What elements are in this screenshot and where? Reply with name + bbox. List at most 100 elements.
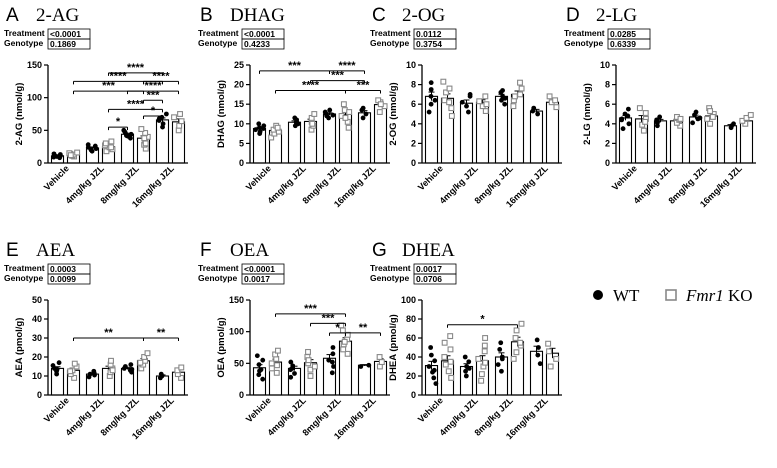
ko-point — [481, 348, 488, 355]
ko-point — [275, 347, 281, 354]
ko-point — [378, 359, 385, 366]
panel-letter: D — [566, 5, 580, 26]
ko-point — [518, 320, 525, 327]
y-tick-label: 10 — [406, 60, 416, 70]
ko-point — [346, 109, 353, 115]
stat-value: 0.6339 — [610, 39, 636, 49]
wt-bar — [357, 112, 372, 164]
wt-point — [254, 353, 260, 359]
wt-point — [619, 117, 625, 123]
panel-title: AEA — [36, 240, 75, 261]
panel-letter: C — [372, 5, 386, 26]
stat-value-box — [413, 38, 457, 50]
wt-bar — [287, 121, 302, 164]
wt-point — [85, 142, 91, 148]
ko-point — [546, 348, 552, 355]
ko-point — [377, 101, 384, 108]
stat-value: 0.1869 — [50, 39, 76, 49]
significance-label: *** — [331, 70, 345, 82]
ko-point — [447, 333, 454, 340]
significance-label: * — [151, 105, 156, 117]
y-tick-label: 4 — [411, 119, 416, 129]
wt-point — [467, 92, 473, 97]
stat-value-box — [241, 38, 285, 50]
panel-title: 2-LG — [596, 5, 637, 26]
wt-point — [431, 367, 437, 373]
wt-point — [428, 93, 434, 99]
wt-point — [288, 374, 294, 380]
ko-point — [137, 359, 144, 366]
ko-point — [109, 367, 116, 374]
panel-aea: E AEA Treatment 0.0003 Genotype 0.0099 0 10 20 30… — [4, 240, 188, 441]
stat-value: 0.0285 — [610, 29, 636, 39]
y-tick-label: 40 — [406, 352, 416, 362]
ko-point — [376, 354, 383, 360]
significance-label: * — [116, 116, 121, 128]
wt-point — [54, 366, 60, 372]
stat-label: Genotype — [370, 273, 409, 283]
wt-point — [330, 345, 336, 350]
wt-point — [731, 121, 736, 127]
wt-point — [535, 111, 541, 117]
ko-point — [103, 148, 110, 155]
ko-point — [67, 152, 74, 159]
wt-point — [330, 112, 336, 118]
y-tick-label: 15 — [234, 99, 244, 109]
ko-point — [512, 335, 519, 341]
wt-point — [50, 363, 56, 368]
wt-point — [163, 111, 169, 117]
wt-point — [465, 109, 471, 115]
wt-bar — [322, 113, 337, 164]
y-tick-label: 25 — [234, 60, 244, 70]
ko-point — [108, 144, 115, 151]
panel-letter: B — [200, 5, 213, 26]
wt-point — [360, 105, 366, 111]
ko-point — [448, 113, 455, 119]
wt-point — [463, 368, 468, 374]
wt-bar — [723, 125, 738, 164]
ko-point — [268, 365, 275, 372]
ko-point — [274, 124, 281, 131]
x-category-label: Vehicle — [244, 395, 273, 424]
y-tick-label: 2 — [411, 138, 416, 148]
stat-value-box — [47, 273, 91, 285]
stat-label: Genotype — [370, 38, 409, 48]
ko-point — [339, 327, 346, 334]
significance-label: **** — [127, 98, 145, 110]
ko-point — [510, 103, 517, 110]
stat-label: Treatment — [198, 263, 239, 273]
ko-point — [448, 374, 455, 381]
stat-value: 0.4233 — [244, 39, 270, 49]
ko-point — [141, 354, 148, 360]
significance-label: *** — [322, 312, 336, 324]
ko-point — [71, 360, 78, 367]
wt-point — [261, 126, 266, 131]
significance-label: *** — [102, 80, 116, 92]
wt-bar — [357, 364, 372, 396]
x-category-label: Vehicle — [42, 163, 71, 192]
legend-ko-marker — [665, 289, 677, 301]
legend-ko-label: Fmr1 KO — [685, 286, 753, 305]
ko-point — [344, 350, 351, 357]
y-tick-label: 20 — [32, 352, 42, 362]
wt-point — [433, 381, 439, 386]
wt-point — [499, 356, 505, 362]
panel-title: OEA — [230, 240, 269, 261]
ko-point — [446, 85, 453, 92]
wt-point — [329, 359, 335, 365]
y-tick-label: 100 — [229, 327, 244, 337]
wt-bar — [529, 110, 544, 164]
significance-label: *** — [304, 303, 318, 315]
wt-point — [426, 109, 432, 115]
ko-point — [274, 362, 280, 369]
wt-point — [620, 126, 626, 132]
wt-point — [288, 359, 294, 365]
ko-point — [704, 115, 711, 122]
y-axis-label: AEA (pmol/g) — [14, 318, 25, 378]
ko-point — [340, 346, 347, 353]
ko-point — [342, 114, 349, 121]
wt-point — [128, 131, 134, 137]
y-axis-label: 2-OG (nmol/g) — [388, 82, 399, 145]
legend: WT Fmr1 KO — [593, 286, 753, 305]
